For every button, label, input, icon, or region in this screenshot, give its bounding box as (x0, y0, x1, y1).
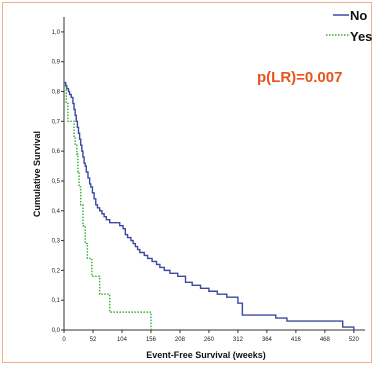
y-tick-label: 0,9 (52, 60, 61, 66)
axes-layer (61, 17, 365, 333)
x-tick-label: 312 (233, 337, 244, 343)
x-tick-label: 104 (117, 337, 128, 343)
legend: No Yes (326, 8, 372, 44)
x-tick-label: 260 (204, 337, 215, 343)
y-tick-label: 0,4 (52, 209, 61, 215)
y-tick-label: 0,1 (52, 298, 61, 304)
y-axis-title: Cumulative Survival (32, 131, 42, 217)
y-tick-label: 0,8 (52, 90, 61, 96)
x-tick-label: 0 (62, 337, 66, 343)
x-axis-title: Event-Free Survival (weeks) (146, 350, 266, 360)
y-tick-label: 1,0 (52, 30, 61, 36)
legend-label-no: No (350, 8, 367, 23)
y-tick-label: 0,0 (52, 328, 61, 334)
y-tick-label: 0,2 (52, 268, 61, 274)
x-tick-label: 416 (291, 337, 302, 343)
x-tick-label: 520 (349, 337, 360, 343)
x-tick-label: 52 (90, 337, 97, 343)
y-tick-label: 0,7 (52, 119, 61, 125)
y-tick-label: 0,6 (52, 149, 61, 155)
labels-layer: 0,0 0,1 0,2 0,3 0,4 0,5 0,6 0,7 0,8 0,9 1,0 0 52 104 1… (52, 30, 360, 343)
legend-label-yes: Yes (350, 29, 372, 44)
x-tick-label: 156 (146, 337, 157, 343)
x-tick-label: 364 (262, 337, 273, 343)
y-tick-label: 0,5 (52, 179, 61, 185)
log-rank-pvalue: p(LR)=0.007 (257, 69, 342, 86)
series-layer (64, 81, 355, 330)
survival-curve-no (64, 81, 355, 330)
x-tick-label: 468 (320, 337, 331, 343)
y-tick-label: 0,3 (52, 239, 61, 245)
x-tick-label: 208 (175, 337, 186, 343)
